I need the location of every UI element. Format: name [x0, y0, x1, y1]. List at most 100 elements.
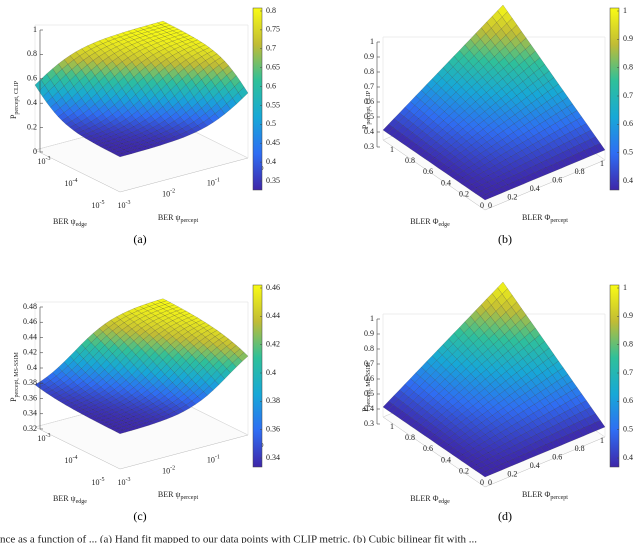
colorbar-tick-label: 0.8 [623, 62, 633, 71]
text-part: 10 [92, 201, 100, 210]
y-tick-label: 0.4 [530, 184, 540, 193]
z-tick-label: 0.2 [27, 122, 37, 131]
colorbar [609, 284, 620, 468]
text-part: 10 [207, 178, 215, 187]
text-part: -1 [215, 178, 220, 184]
x-tick-label: 0 [480, 478, 484, 487]
text-part: edge [76, 499, 88, 505]
x-tick-label: 0.8 [405, 433, 415, 442]
colorbar-tick-label: 0.34 [266, 453, 280, 462]
z-tick-label: 0.4 [364, 404, 374, 413]
text-part: -3 [126, 200, 131, 206]
y-tick-label: 0 [488, 478, 492, 487]
x-tick-label: 10-4 [65, 455, 78, 464]
text-part: 10 [162, 466, 170, 475]
colorbar-tick-label: 0.6 [623, 119, 633, 128]
z-tick-label: 0.6 [27, 74, 37, 83]
y-axis-label: BER ψpercept [158, 490, 199, 502]
text-part: 10 [38, 157, 46, 166]
text-part: P [361, 407, 370, 412]
text-part: -4 [73, 178, 78, 184]
colorbar-tick-label: 0.6 [623, 396, 633, 405]
z-tick-label: 0 [33, 147, 37, 156]
colorbar-tick-label: 0.7 [623, 91, 633, 100]
x-tick-label: 1 [390, 145, 394, 154]
z-tick-label: 0.6 [364, 374, 374, 383]
colorbar-tick-label: 0.4 [266, 368, 276, 377]
colorbar-tick-label: 0.6 [266, 81, 276, 90]
text-part: BER ψ [53, 494, 76, 503]
x-tick-label: 10-3 [38, 433, 51, 442]
z-tick-label: 1 [370, 37, 374, 46]
text-part: P [9, 114, 18, 119]
colorbar-tick-label: 0.7 [623, 368, 633, 377]
x-tick-label: 0.2 [459, 190, 469, 199]
z-axis-label: Ppercept, MS-SSIM [361, 361, 373, 411]
z-tick-label: 0.5 [364, 112, 374, 121]
colorbar-tick-label: 0.5 [623, 147, 633, 156]
colorbar-tick-label: 0.55 [266, 100, 280, 109]
z-tick-label: 0.34 [23, 409, 37, 418]
y-tick-label: 1 [600, 436, 604, 445]
text-part: -5 [100, 477, 105, 483]
text-part: percept [180, 218, 198, 224]
z-tick-label: 0.42 [23, 348, 37, 357]
z-tick-label: 0.32 [23, 424, 37, 433]
caption: nce as a function of ... (a) Hand fit ma… [0, 534, 477, 543]
colorbar-tick-label: 1 [623, 283, 627, 292]
text-part: percept, MS-SSIM [14, 351, 20, 397]
colorbar-tick-label: 0.35 [266, 176, 280, 185]
colorbar-tick-label: 0.65 [266, 62, 280, 71]
colorbar-tick-label: 0.8 [266, 6, 276, 15]
text-part: BER ψ [158, 490, 181, 499]
z-tick-label: 0.7 [364, 359, 374, 368]
x-axis-label: BLER Φedge [410, 494, 450, 506]
text-part: -5 [100, 200, 105, 206]
text-part: edge [438, 499, 450, 505]
colorbar-tick-label: 0.7 [266, 44, 276, 53]
text-part: P [361, 124, 370, 129]
text-part: BLER Φ [410, 494, 438, 503]
colorbar [252, 7, 263, 191]
z-tick-label: 0.4 [364, 127, 374, 136]
y-tick-label: 0.2 [507, 192, 517, 201]
colorbar-tick-label: 0.9 [623, 311, 633, 320]
z-tick-label: 0.8 [364, 67, 374, 76]
y-tick-label: 10-2 [162, 189, 175, 198]
text-part: percept, MS-SSIM [366, 361, 372, 407]
y-tick-label: 0.8 [575, 167, 585, 176]
y-axis-label: BER ψpercept [158, 213, 199, 225]
text-part: percept [550, 218, 568, 224]
y-axis-label: BLER Φpercept [522, 490, 568, 502]
subfigure-label: (c) [133, 509, 146, 523]
z-axis-label: Ppercept, CLIP [361, 90, 373, 129]
z-tick-label: 0.5 [364, 389, 374, 398]
text-part: BER ψ [158, 213, 181, 222]
colorbar-tick-label: 0.5 [623, 424, 633, 433]
x-tick-label: 10-5 [92, 200, 105, 209]
colorbar-tick-label: 1 [623, 6, 627, 15]
colorbar-tick-label: 0.45 [266, 138, 280, 147]
y-tick-label: 10-1 [207, 455, 220, 464]
text-part: 10 [207, 455, 215, 464]
x-tick-label: 0 [480, 201, 484, 210]
text-part: edge [76, 222, 88, 228]
colorbar-tick-label: 0.44 [266, 311, 280, 320]
z-axis-label: Ppercept, CLIP [9, 80, 21, 119]
surface-patch [480, 194, 491, 201]
text-part: -3 [46, 156, 51, 162]
y-tick-label: 0.6 [552, 176, 562, 185]
colorbar-tick-label: 0.4 [266, 157, 276, 166]
colorbar-tick-label: 0.38 [266, 396, 280, 405]
text-part: BLER Φ [522, 490, 550, 499]
z-tick-label: 0.7 [364, 82, 374, 91]
x-axis-label: BER ψedge [53, 217, 87, 229]
colorbar-tick-label: 0.5 [266, 119, 276, 128]
colorbar-tick-label: 0.42 [266, 339, 280, 348]
z-tick-label: 0.48 [23, 302, 37, 311]
colorbar [609, 7, 620, 191]
y-tick-label: 0 [488, 201, 492, 210]
colorbar-tick-label: 0.4 [623, 176, 633, 185]
colorbar-tick-label: 0.8 [623, 339, 633, 348]
z-axis-label: Ppercept, MS-SSIM [9, 351, 21, 401]
